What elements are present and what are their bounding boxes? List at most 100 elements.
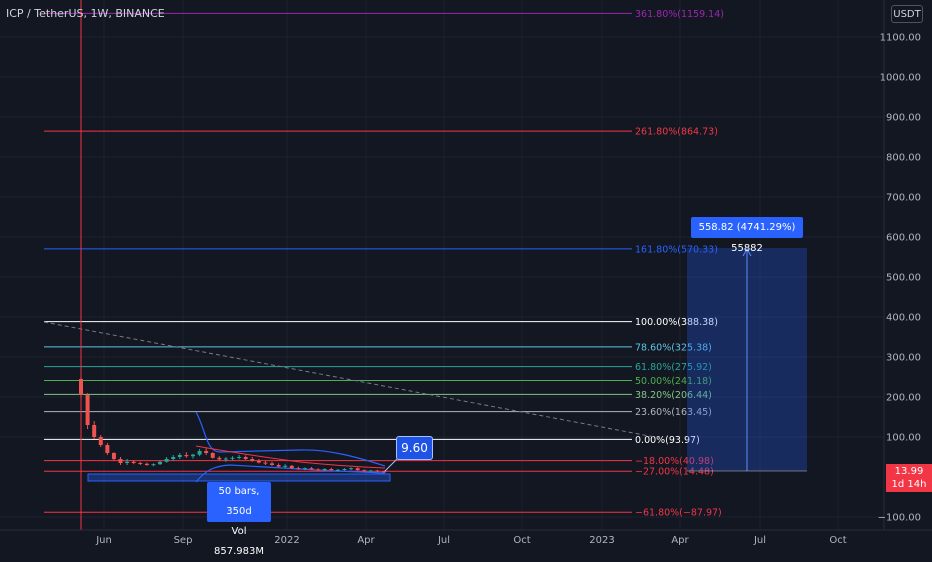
candle-body bbox=[131, 461, 136, 463]
chart-canvas[interactable]: 361.80%(1159.14) 261.80%(864.73) 161.80%(5… bbox=[0, 0, 932, 550]
candle-body bbox=[204, 451, 209, 453]
candle-body bbox=[151, 464, 156, 466]
fib-level-label: 78.60%(325.38) bbox=[635, 342, 712, 353]
fib-level-label: 261.80%(864.73) bbox=[635, 127, 718, 138]
bollinger-upper-band bbox=[195, 411, 386, 467]
time-axis-label: Oct bbox=[513, 535, 530, 546]
candle-body bbox=[243, 457, 248, 459]
price-axis-label: 1000.00 bbox=[880, 73, 921, 84]
candle-body bbox=[316, 469, 321, 471]
candle-body bbox=[283, 465, 288, 467]
candle-body bbox=[190, 454, 195, 457]
candle-body bbox=[250, 459, 255, 461]
currency-button[interactable]: USDT bbox=[891, 5, 923, 23]
price-axis-label: 600.00 bbox=[886, 233, 921, 244]
fib-level-label: 23.60%(163.45) bbox=[635, 407, 712, 418]
candle-body bbox=[125, 461, 130, 463]
candle-body bbox=[256, 461, 261, 463]
candle-body bbox=[230, 457, 235, 459]
candle-body bbox=[355, 468, 360, 471]
price-axis-label: 1100.00 bbox=[880, 33, 921, 44]
candle-body bbox=[158, 461, 163, 465]
moving-average-line bbox=[195, 445, 386, 469]
date-range-tool[interactable] bbox=[87, 473, 391, 482]
price-axis-label: −100.00 bbox=[878, 513, 921, 524]
candle-body bbox=[342, 469, 347, 470]
time-axis-label: Apr bbox=[671, 535, 689, 546]
price-axis-label: 900.00 bbox=[886, 113, 921, 124]
candle-body bbox=[237, 457, 242, 458]
candle-body bbox=[164, 459, 169, 462]
position-target-label[interactable]: 558.82 (4741.29%) 55882 bbox=[691, 217, 803, 254]
candle-body bbox=[184, 455, 189, 457]
candle-body bbox=[289, 465, 294, 469]
candle-body bbox=[171, 457, 176, 459]
candle-body bbox=[302, 468, 307, 470]
time-axis-label: Jul bbox=[753, 535, 766, 546]
price-axis-label: 200.00 bbox=[886, 393, 921, 404]
candle-body bbox=[85, 395, 90, 425]
candle-body bbox=[98, 437, 103, 445]
time-axis-label: Oct bbox=[829, 535, 846, 546]
candle-body bbox=[118, 459, 123, 463]
date-range-label[interactable]: 50 bars, 350d Vol 857.983M bbox=[207, 482, 271, 557]
candle-body bbox=[177, 455, 182, 457]
callout-pointer bbox=[383, 457, 399, 473]
fib-level-label: 50.00%(241.18) bbox=[635, 376, 712, 387]
candle-body bbox=[375, 470, 380, 472]
fib-level-label: 0.00%(93.97) bbox=[635, 435, 700, 446]
candle-body bbox=[368, 470, 373, 472]
time-axis-label: 2022 bbox=[274, 535, 299, 546]
range-volume-text: Vol 857.983M bbox=[214, 526, 264, 557]
candle-body bbox=[92, 425, 97, 437]
fib-level-label: 100.00%(388.38) bbox=[635, 317, 718, 328]
fibonacci-retracement[interactable]: 361.80%(1159.14) 261.80%(864.73) 161.80%(5… bbox=[44, 9, 724, 519]
fib-level-label: 361.80%(1159.14) bbox=[635, 9, 724, 20]
candle-body bbox=[329, 469, 334, 471]
price-axis[interactable]: 1100.00 1000.00 900.00 800.00 700.00 600.00 50… bbox=[878, 0, 921, 530]
bar-countdown: 1d 14h bbox=[891, 479, 927, 490]
candle-body bbox=[144, 463, 149, 465]
grid-lines bbox=[0, 0, 884, 530]
price-axis-label: 500.00 bbox=[886, 273, 921, 284]
price-axis-label: 800.00 bbox=[886, 153, 921, 164]
time-axis-label: Jul bbox=[437, 535, 450, 546]
time-axis-label: Sep bbox=[174, 535, 193, 546]
candle-body bbox=[111, 453, 116, 459]
candle-body bbox=[349, 468, 354, 470]
time-axis-label: Apr bbox=[357, 535, 375, 546]
candle-body bbox=[309, 468, 314, 470]
price-axis-label: 400.00 bbox=[886, 313, 921, 324]
candle-body bbox=[382, 471, 386, 473]
time-axis[interactable]: Jun Sep 2022 Apr Jul Oct 2023 Apr Jul Oct bbox=[0, 529, 932, 546]
last-price-badge: 13.99 1d 14h bbox=[886, 464, 932, 492]
candlestick-series bbox=[79, 377, 386, 473]
candle-body bbox=[362, 470, 367, 472]
candle-body bbox=[105, 445, 110, 453]
time-axis-label: 2023 bbox=[589, 535, 614, 546]
fib-level-label: 38.20%(206.44) bbox=[635, 390, 712, 401]
fib-level-label: −18.00%(40.98) bbox=[635, 456, 714, 467]
candle-body bbox=[263, 462, 268, 464]
symbol-title: ICP / TetherUS, 1W, BINANCE bbox=[6, 7, 165, 20]
candle-body bbox=[335, 469, 340, 471]
time-axis-label: Jun bbox=[95, 535, 112, 546]
candle-body bbox=[322, 469, 327, 470]
candle-body bbox=[270, 463, 275, 465]
candle-body bbox=[197, 451, 202, 455]
callout-note[interactable]: 9.60 bbox=[396, 436, 433, 460]
last-price-value: 13.99 bbox=[894, 466, 924, 477]
candle-body bbox=[223, 458, 228, 460]
candle-body bbox=[138, 463, 143, 464]
fib-level-label: 61.80%(275.92) bbox=[635, 362, 712, 373]
candle-body bbox=[296, 468, 301, 470]
candle-body bbox=[79, 379, 83, 395]
trendline-dashed[interactable] bbox=[43, 321, 661, 439]
price-axis-label: 700.00 bbox=[886, 193, 921, 204]
price-axis-label: 300.00 bbox=[886, 353, 921, 364]
candle-body bbox=[210, 453, 215, 458]
price-axis-label: 100.00 bbox=[886, 433, 921, 444]
fib-level-label: −61.80%(−87.97) bbox=[635, 508, 722, 519]
position-arrow-head bbox=[742, 247, 752, 257]
candle-body bbox=[217, 457, 222, 460]
